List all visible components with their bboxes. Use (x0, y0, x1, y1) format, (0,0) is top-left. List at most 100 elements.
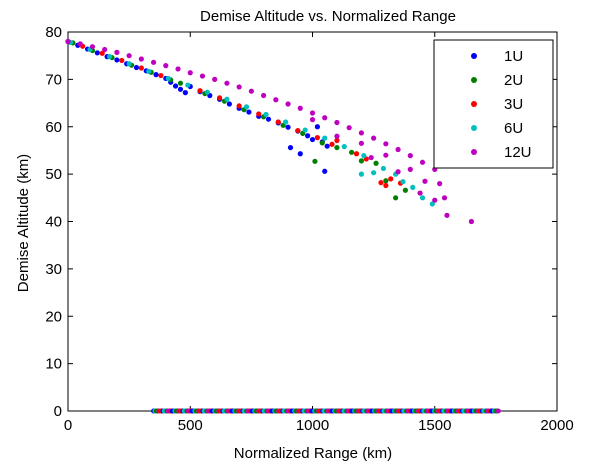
data-point-1u (314, 124, 320, 130)
x-tick-label: 1000 (296, 417, 329, 434)
y-tick-label: 70 (45, 71, 62, 88)
data-point-3u (197, 88, 203, 94)
data-point-1u (305, 133, 311, 139)
data-point-12u (248, 88, 254, 94)
data-point-6u (419, 195, 426, 201)
y-axis-label: Demise Altitude (km) (15, 154, 32, 292)
data-point-3u (388, 176, 394, 182)
data-point-12u (187, 70, 193, 76)
data-point-3u (119, 57, 125, 64)
data-point-6u (126, 61, 132, 67)
data-point-1u (133, 64, 140, 71)
data-point-12u (441, 195, 448, 201)
data-point-6u (322, 135, 328, 141)
data-point-2u (177, 80, 184, 86)
data-point-2u (319, 140, 325, 146)
data-point-12u (126, 53, 132, 59)
data-point-12u (138, 56, 144, 62)
y-tick-label: 40 (45, 214, 62, 231)
data-point-1u (172, 83, 179, 89)
legend-label: 6U (504, 120, 523, 137)
data-point-1u (114, 57, 120, 63)
legend-label: 12U (504, 144, 532, 161)
data-point-12u (417, 190, 423, 196)
legend-marker (471, 125, 477, 131)
data-point-3u (329, 141, 335, 147)
data-point-12u (163, 63, 169, 69)
data-point-6u (380, 165, 387, 172)
data-point-6u (263, 111, 269, 118)
y-tick-label: 60 (45, 119, 62, 136)
data-point-12u (285, 101, 291, 107)
legend-label: 1U (504, 48, 523, 65)
data-point-6u (224, 96, 230, 102)
data-point-1u (226, 101, 232, 107)
data-point-12u (150, 59, 157, 65)
data-point-12u (395, 146, 401, 153)
data-point-12u (89, 44, 96, 50)
data-point-12u (236, 84, 242, 90)
data-point-3u (216, 95, 223, 101)
data-point-12u (407, 153, 413, 159)
legend-marker (471, 53, 477, 59)
y-tick-label: 10 (45, 356, 62, 373)
data-point-6u (283, 119, 289, 125)
data-point-2u (402, 187, 409, 193)
legend-marker (471, 77, 477, 83)
data-point-3u (334, 137, 340, 144)
data-point-12u (444, 212, 450, 218)
data-point-12u (77, 41, 83, 47)
data-point-6u (400, 179, 406, 185)
data-point-6u (361, 153, 367, 159)
data-point-6u (146, 68, 152, 74)
data-point-3u (275, 119, 281, 125)
data-point-1u (177, 86, 184, 92)
data-point-2u (349, 149, 355, 155)
data-point-12u (422, 178, 428, 184)
data-point-12u (334, 119, 340, 126)
data-point-12u (346, 125, 352, 131)
data-point-6u (185, 82, 191, 88)
data-point-6u (165, 75, 171, 82)
data-point-1u (182, 90, 188, 96)
data-point-zero (495, 408, 501, 414)
y-tick-label: 30 (45, 261, 62, 278)
x-tick-label: 1500 (418, 417, 451, 434)
data-point-6u (204, 89, 210, 95)
data-point-2u (334, 144, 340, 151)
data-point-3u (138, 65, 144, 71)
data-point-3u (353, 151, 360, 157)
data-point-12u (297, 105, 303, 111)
data-point-12u (358, 130, 364, 136)
data-point-6u (341, 144, 347, 150)
data-point-12u (368, 154, 374, 161)
data-point-12u (322, 115, 328, 121)
data-point-1u (309, 136, 316, 143)
data-point-6u (371, 170, 377, 176)
data-point-2u (358, 158, 364, 164)
legend-marker (471, 149, 477, 155)
data-point-6u (302, 127, 308, 133)
data-point-3u (295, 127, 301, 134)
legend-label: 2U (504, 72, 523, 89)
data-point-12u (383, 141, 389, 147)
data-point-1u (287, 144, 294, 151)
y-tick-label: 80 (45, 24, 62, 41)
data-point-3u (383, 182, 389, 189)
data-point-6u (358, 171, 364, 177)
data-point-6u (410, 184, 416, 190)
data-point-12u (432, 197, 438, 203)
data-point-3u (378, 180, 384, 186)
x-tick-label: 0 (64, 417, 72, 434)
data-point-1u (322, 168, 328, 174)
data-point-12u (419, 159, 426, 165)
data-point-12u (358, 140, 364, 146)
data-point-6u (106, 54, 113, 60)
y-tick-label: 20 (45, 308, 62, 325)
data-point-12u (175, 66, 181, 72)
chart-title: Demise Altitude vs. Normalized Range (200, 8, 456, 25)
data-point-12u (261, 92, 267, 99)
data-point-12u (407, 166, 413, 172)
